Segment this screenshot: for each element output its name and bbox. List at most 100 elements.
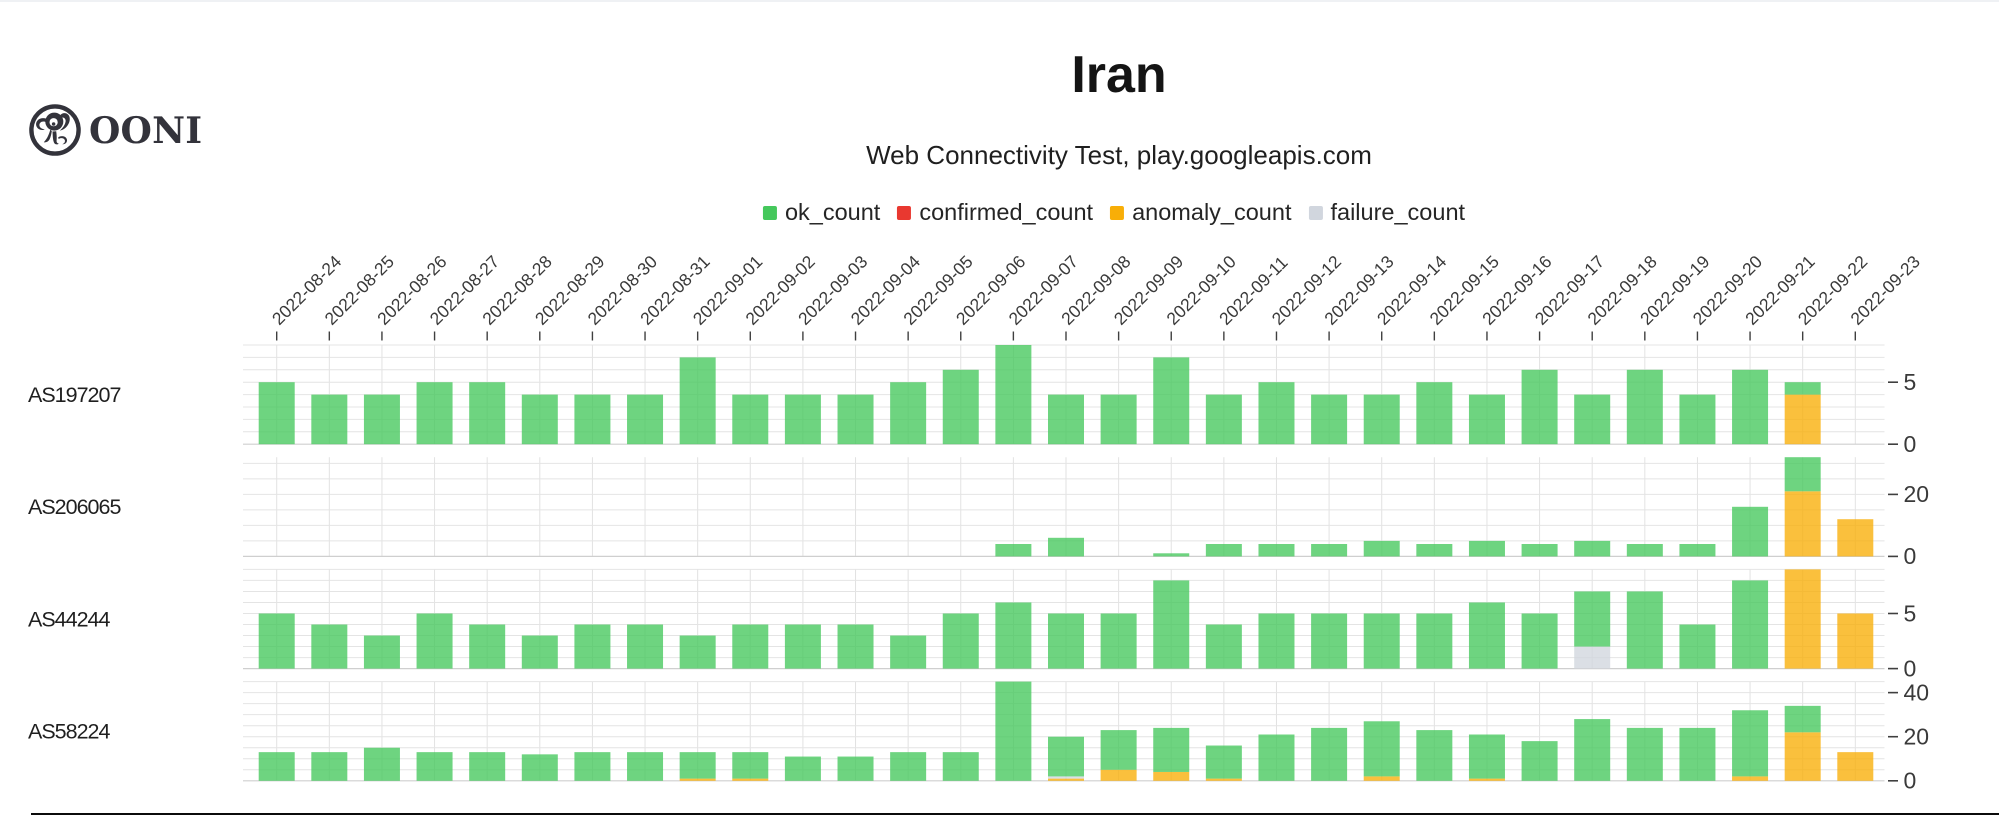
bar-segment-ok_count[interactable] — [1153, 580, 1190, 669]
bar-segment-ok_count[interactable] — [1679, 544, 1716, 557]
bar-segment-ok_count[interactable] — [1100, 730, 1137, 770]
bar-segment-ok_count[interactable] — [1363, 394, 1400, 445]
legend-item-ok_count[interactable]: ok_count — [762, 199, 880, 226]
bar-segment-ok_count[interactable] — [469, 382, 506, 445]
bar-segment-ok_count[interactable] — [1416, 730, 1453, 781]
bar-segment-ok_count[interactable] — [363, 747, 400, 781]
bar-segment-ok_count[interactable] — [784, 394, 821, 445]
bar-segment-ok_count[interactable] — [258, 752, 295, 781]
bar-segment-ok_count[interactable] — [890, 382, 927, 445]
bar-segment-ok_count[interactable] — [1205, 624, 1242, 669]
bar-segment-failure_count[interactable] — [1048, 776, 1084, 779]
bar-segment-ok_count[interactable] — [363, 635, 400, 669]
bar-segment-ok_count[interactable] — [732, 394, 769, 445]
bar-segment-ok_count[interactable] — [1258, 382, 1295, 445]
bar-segment-ok_count[interactable] — [1679, 727, 1716, 781]
bar-segment-ok_count[interactable] — [784, 756, 821, 781]
bar-segment-ok_count[interactable] — [679, 635, 716, 669]
bar-segment-ok_count[interactable] — [1626, 727, 1663, 781]
bar-segment-anomaly_count[interactable] — [1100, 769, 1137, 781]
bar-segment-anomaly_count[interactable] — [1732, 776, 1769, 781]
bar-segment-ok_count[interactable] — [995, 345, 1032, 445]
bar-segment-ok_count[interactable] — [1153, 727, 1190, 772]
bar-segment-anomaly_count[interactable] — [679, 778, 716, 781]
bar-segment-ok_count[interactable] — [1416, 382, 1453, 445]
bar-segment-ok_count[interactable] — [1311, 544, 1348, 557]
legend-item-confirmed_count[interactable]: confirmed_count — [897, 199, 1093, 226]
bar-segment-ok_count[interactable] — [1521, 741, 1558, 781]
bar-segment-ok_count[interactable] — [1784, 457, 1821, 492]
bar-segment-ok_count[interactable] — [1416, 544, 1453, 557]
bar-segment-ok_count[interactable] — [837, 394, 874, 445]
bar-segment-ok_count[interactable] — [942, 613, 979, 669]
bar-segment-ok_count[interactable] — [1311, 613, 1348, 669]
bar-segment-ok_count[interactable] — [1258, 544, 1295, 557]
bar-segment-failure_count[interactable] — [1574, 646, 1611, 669]
bar-segment-ok_count[interactable] — [1100, 394, 1137, 445]
bar-segment-ok_count[interactable] — [469, 752, 506, 781]
bar-segment-ok_count[interactable] — [627, 624, 664, 669]
bar-segment-ok_count[interactable] — [1468, 734, 1505, 779]
bar-segment-ok_count[interactable] — [574, 624, 611, 669]
bar-segment-ok_count[interactable] — [679, 357, 716, 445]
bar-segment-ok_count[interactable] — [1048, 613, 1084, 669]
bar-segment-ok_count[interactable] — [890, 752, 927, 781]
legend-item-anomaly_count[interactable]: anomaly_count — [1110, 199, 1291, 226]
bar-segment-ok_count[interactable] — [1732, 710, 1769, 777]
bar-segment-ok_count[interactable] — [942, 752, 979, 781]
legend-item-failure_count[interactable]: failure_count — [1308, 199, 1465, 226]
bar-segment-ok_count[interactable] — [837, 756, 874, 781]
bar-segment-ok_count[interactable] — [258, 382, 295, 445]
bar-segment-ok_count[interactable] — [1468, 602, 1505, 669]
bar-segment-ok_count[interactable] — [1048, 736, 1084, 777]
bar-segment-ok_count[interactable] — [1574, 719, 1611, 781]
bar-segment-ok_count[interactable] — [1048, 537, 1084, 557]
bar-segment-ok_count[interactable] — [1521, 613, 1558, 669]
bar-segment-ok_count[interactable] — [469, 624, 506, 669]
bar-segment-ok_count[interactable] — [1626, 544, 1663, 557]
bar-segment-ok_count[interactable] — [1153, 357, 1190, 445]
bar-segment-anomaly_count[interactable] — [1048, 778, 1084, 781]
bar-segment-anomaly_count[interactable] — [1784, 569, 1821, 669]
bar-segment-ok_count[interactable] — [1574, 591, 1611, 647]
bar-segment-ok_count[interactable] — [1363, 721, 1400, 777]
bar-segment-ok_count[interactable] — [1205, 745, 1242, 779]
bar-segment-ok_count[interactable] — [574, 394, 611, 445]
bar-segment-ok_count[interactable] — [416, 382, 453, 445]
bar-segment-ok_count[interactable] — [363, 394, 400, 445]
bar-segment-ok_count[interactable] — [1048, 394, 1084, 445]
bar-segment-ok_count[interactable] — [1626, 591, 1663, 669]
bar-segment-ok_count[interactable] — [1574, 394, 1611, 445]
bar-segment-ok_count[interactable] — [416, 613, 453, 669]
bar-segment-ok_count[interactable] — [679, 752, 716, 779]
bar-segment-ok_count[interactable] — [1153, 553, 1190, 557]
bar-segment-anomaly_count[interactable] — [732, 778, 769, 781]
bar-segment-ok_count[interactable] — [311, 394, 348, 445]
bar-segment-ok_count[interactable] — [1100, 613, 1137, 669]
bar-segment-anomaly_count[interactable] — [1363, 776, 1400, 781]
bar-segment-ok_count[interactable] — [416, 752, 453, 781]
bar-segment-anomaly_count[interactable] — [1784, 491, 1821, 557]
bar-segment-ok_count[interactable] — [1363, 613, 1400, 669]
bar-segment-ok_count[interactable] — [1468, 540, 1505, 557]
bar-segment-anomaly_count[interactable] — [1784, 394, 1821, 445]
bar-segment-ok_count[interactable] — [784, 624, 821, 669]
bar-segment-anomaly_count[interactable] — [1784, 732, 1821, 781]
bar-segment-ok_count[interactable] — [627, 394, 664, 445]
bar-segment-ok_count[interactable] — [1574, 540, 1611, 557]
bar-segment-ok_count[interactable] — [1258, 734, 1295, 781]
bar-segment-ok_count[interactable] — [521, 394, 558, 445]
bar-segment-ok_count[interactable] — [1626, 369, 1663, 445]
bar-segment-ok_count[interactable] — [1311, 727, 1348, 781]
bar-segment-anomaly_count[interactable] — [1837, 613, 1874, 669]
bar-segment-ok_count[interactable] — [1205, 544, 1242, 557]
bar-segment-ok_count[interactable] — [311, 624, 348, 669]
bar-segment-ok_count[interactable] — [837, 624, 874, 669]
bar-segment-ok_count[interactable] — [521, 754, 558, 781]
bar-segment-ok_count[interactable] — [1679, 624, 1716, 669]
bar-segment-ok_count[interactable] — [1732, 580, 1769, 669]
bar-segment-ok_count[interactable] — [627, 752, 664, 781]
bar-segment-ok_count[interactable] — [311, 752, 348, 781]
bar-segment-ok_count[interactable] — [1311, 394, 1348, 445]
bar-segment-ok_count[interactable] — [890, 635, 927, 669]
